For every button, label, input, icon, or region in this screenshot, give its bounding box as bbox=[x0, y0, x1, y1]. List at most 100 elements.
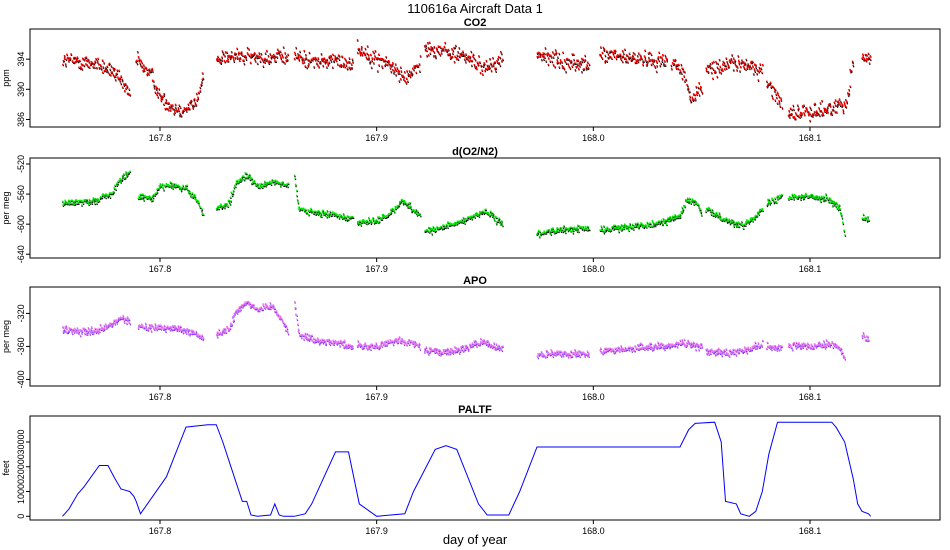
data-point bbox=[566, 228, 569, 230]
data-point-shadow bbox=[76, 59, 78, 61]
data-point-shadow bbox=[646, 227, 648, 229]
data-point bbox=[167, 183, 170, 186]
data-point bbox=[316, 62, 318, 65]
data-point-shadow bbox=[181, 116, 183, 118]
data-point bbox=[371, 59, 373, 62]
data-point bbox=[119, 80, 121, 82]
data-point-shadow bbox=[425, 50, 427, 52]
data-point bbox=[554, 230, 556, 232]
data-point-shadow bbox=[777, 92, 779, 95]
data-point-shadow bbox=[747, 64, 750, 66]
data-point bbox=[170, 182, 173, 184]
data-point-shadow bbox=[345, 217, 347, 219]
data-point-shadow bbox=[714, 216, 717, 218]
data-point-shadow bbox=[698, 88, 700, 90]
data-point bbox=[670, 218, 673, 220]
data-point-shadow bbox=[65, 203, 67, 205]
data-point bbox=[681, 211, 683, 214]
data-point-shadow bbox=[673, 219, 675, 221]
data-point-shadow bbox=[621, 225, 623, 227]
data-point bbox=[144, 195, 147, 197]
data-point bbox=[178, 109, 180, 112]
data-point-shadow bbox=[399, 81, 401, 83]
data-point bbox=[287, 53, 289, 56]
data-point bbox=[663, 60, 666, 62]
data-point-shadow bbox=[573, 230, 575, 232]
data-point-shadow bbox=[394, 69, 397, 71]
data-point bbox=[105, 194, 108, 196]
data-point-shadow bbox=[464, 220, 466, 222]
data-point bbox=[551, 230, 553, 232]
data-point-shadow bbox=[655, 67, 657, 69]
data-point bbox=[555, 51, 558, 54]
data-point-shadow bbox=[193, 196, 195, 198]
data-point bbox=[348, 61, 351, 63]
data-point-shadow bbox=[814, 112, 816, 114]
data-point bbox=[773, 90, 776, 92]
data-point-shadow bbox=[728, 66, 730, 68]
data-point bbox=[175, 183, 177, 185]
data-point bbox=[460, 54, 462, 56]
data-point bbox=[92, 198, 94, 201]
data-point bbox=[809, 106, 811, 109]
data-point bbox=[696, 93, 698, 96]
data-point bbox=[115, 73, 117, 75]
data-point bbox=[309, 209, 312, 212]
data-point-shadow bbox=[272, 180, 274, 182]
data-point bbox=[201, 78, 203, 81]
data-point-shadow bbox=[636, 224, 638, 226]
data-point bbox=[631, 58, 633, 61]
data-point bbox=[734, 60, 736, 63]
data-point bbox=[815, 110, 818, 112]
data-point-shadow bbox=[107, 196, 110, 198]
data-point bbox=[574, 69, 576, 71]
data-point bbox=[390, 70, 392, 73]
data-point bbox=[314, 56, 316, 59]
data-point bbox=[140, 59, 142, 62]
data-point-shadow bbox=[296, 196, 298, 198]
data-point bbox=[489, 210, 492, 213]
data-point-shadow bbox=[722, 220, 724, 222]
data-point-shadow bbox=[549, 61, 552, 63]
data-point bbox=[333, 60, 335, 62]
data-point-shadow bbox=[480, 73, 482, 75]
data-point bbox=[657, 56, 660, 58]
data-point bbox=[653, 224, 655, 226]
data-point-shadow bbox=[623, 228, 626, 231]
data-point bbox=[496, 59, 498, 62]
data-point bbox=[294, 184, 297, 187]
data-point-shadow bbox=[737, 56, 740, 58]
data-point bbox=[138, 195, 140, 197]
data-point-shadow bbox=[414, 67, 416, 69]
data-point-shadow bbox=[607, 227, 609, 230]
data-point-shadow bbox=[76, 200, 78, 203]
data-point-shadow bbox=[127, 93, 129, 96]
data-point bbox=[675, 67, 678, 69]
data-point bbox=[286, 183, 288, 185]
data-point bbox=[373, 222, 375, 224]
data-point bbox=[221, 59, 223, 61]
data-point-shadow bbox=[76, 61, 78, 63]
data-point-shadow bbox=[583, 230, 585, 232]
data-point-shadow bbox=[440, 47, 442, 49]
data-point-shadow bbox=[344, 67, 346, 69]
data-point bbox=[628, 52, 631, 55]
data-point bbox=[499, 220, 502, 223]
data-point bbox=[472, 53, 475, 56]
data-point-shadow bbox=[466, 219, 468, 221]
data-point bbox=[778, 95, 780, 98]
data-point-shadow bbox=[343, 214, 345, 216]
data-point bbox=[441, 228, 443, 230]
data-point-shadow bbox=[489, 59, 491, 61]
data-point bbox=[121, 78, 123, 81]
data-point bbox=[228, 199, 231, 202]
data-point-shadow bbox=[581, 72, 583, 74]
data-point-shadow bbox=[351, 68, 354, 70]
data-point bbox=[156, 93, 158, 95]
data-point bbox=[538, 52, 541, 55]
data-point bbox=[806, 110, 809, 112]
data-point bbox=[625, 227, 628, 229]
data-point-shadow bbox=[490, 63, 492, 66]
data-point-shadow bbox=[185, 109, 187, 111]
data-point bbox=[646, 221, 648, 224]
